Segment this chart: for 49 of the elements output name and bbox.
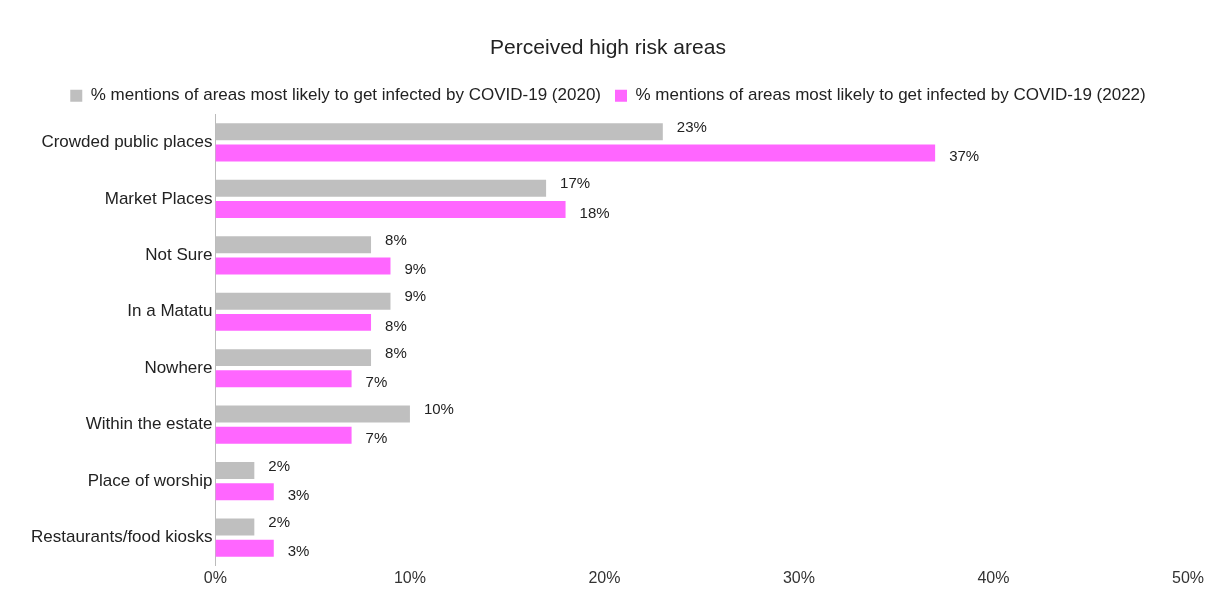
legend-label: % mentions of areas most likely to get infected by COVID-19 (2020): [90, 85, 601, 105]
y-tick-label: Restaurants/food kiosks: [31, 527, 213, 547]
bar: [215, 144, 936, 162]
bar: [215, 349, 372, 367]
bar: [215, 123, 663, 141]
data-label: 37%: [949, 147, 980, 165]
bar: [215, 405, 410, 423]
data-label: 9%: [404, 260, 427, 278]
bar: [215, 483, 274, 501]
bar: [215, 200, 566, 218]
data-label: 9%: [404, 287, 427, 305]
x-tick-label: 10%: [393, 568, 426, 586]
y-tick-label: Crowded public places: [41, 132, 213, 152]
y-tick-label: Within the estate: [85, 414, 213, 434]
y-tick-label: Nowhere: [144, 357, 213, 377]
y-tick-label: In a Matatu: [127, 301, 213, 321]
bar: [215, 518, 255, 536]
x-tick-label: 40%: [977, 568, 1010, 586]
data-label: 3%: [287, 485, 310, 503]
bar: [215, 236, 372, 254]
y-tick-label: Market Places: [104, 188, 213, 208]
bar: [215, 257, 391, 275]
data-label: 2%: [268, 513, 291, 531]
bar: [215, 462, 255, 480]
data-label: 23%: [676, 117, 707, 135]
data-label: 8%: [385, 316, 407, 334]
x-tick-label: 50%: [1171, 568, 1205, 586]
data-label: 17%: [560, 174, 591, 192]
data-label: 18%: [579, 203, 610, 221]
bar: [215, 313, 372, 331]
x-tick-label: 20%: [588, 568, 621, 586]
y-tick-label: Place of worship: [87, 470, 213, 490]
data-label: 2%: [268, 456, 291, 474]
bar: [215, 179, 547, 197]
bar: [215, 292, 391, 310]
legend-label: % mentions of areas most likely to get infected by COVID-19 (2022): [635, 85, 1146, 105]
chart-title: Perceived high risk areas: [490, 35, 726, 59]
bar: [215, 539, 274, 557]
data-label: 10%: [423, 400, 454, 418]
x-tick-label: 30%: [782, 568, 815, 586]
bar: [215, 426, 352, 444]
data-label: 8%: [385, 343, 407, 361]
data-label: 7%: [365, 429, 388, 447]
y-tick-label: Not Sure: [145, 245, 213, 265]
data-label: 3%: [287, 542, 310, 560]
data-label: 8%: [385, 230, 407, 248]
data-label: 7%: [365, 372, 388, 390]
x-tick-label: 0%: [203, 568, 227, 586]
bar: [215, 370, 352, 388]
